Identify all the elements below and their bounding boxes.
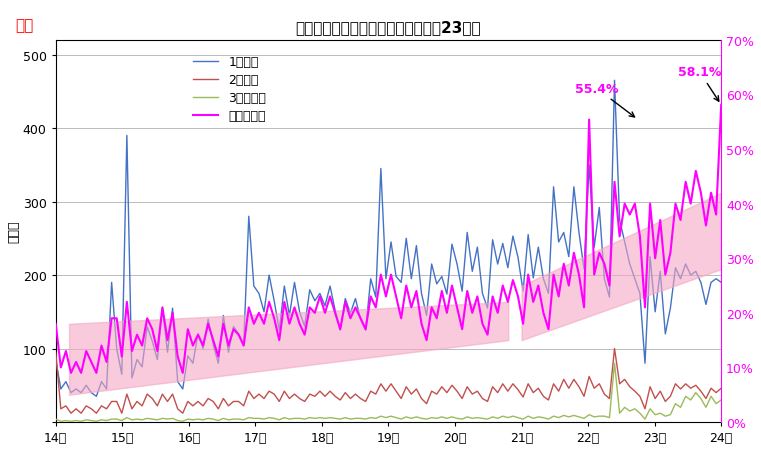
2億円台 — [260, 396, 269, 401]
1億円台 — [51, 357, 60, 363]
1億円台 — [590, 245, 599, 250]
億ション率 — [260, 321, 269, 327]
2億円台 — [610, 346, 619, 351]
億ション率 — [280, 299, 289, 305]
億ション率 — [717, 103, 726, 108]
1億円台 — [92, 394, 101, 399]
Text: 58.1%: 58.1% — [678, 66, 721, 102]
Line: 億ション率: 億ション率 — [56, 106, 721, 373]
1億円台 — [594, 205, 603, 211]
億ション率 — [66, 370, 75, 376]
2億円台 — [717, 386, 726, 391]
1億円台 — [138, 364, 147, 370]
億ション率 — [51, 321, 60, 327]
1億円台 — [112, 346, 121, 351]
Text: 55.4%: 55.4% — [575, 83, 635, 118]
1億円台 — [717, 280, 726, 285]
Line: 1億円台: 1億円台 — [56, 81, 721, 396]
2億円台 — [280, 389, 289, 394]
2億円台 — [112, 399, 121, 404]
3億円以上 — [51, 416, 60, 422]
億ション率 — [138, 343, 147, 349]
Legend: 1億円台, 2億円台, 3億円以上, 億ション率: 1億円台, 2億円台, 3億円以上, 億ション率 — [189, 51, 272, 128]
2億円台 — [594, 381, 603, 387]
億ション率 — [594, 250, 603, 256]
2億円台 — [138, 403, 147, 409]
Text: マ！: マ！ — [15, 18, 33, 33]
2億円台 — [51, 350, 60, 355]
3億円以上 — [610, 361, 619, 366]
Line: 2億円台: 2億円台 — [56, 349, 721, 413]
1億円台 — [610, 78, 619, 84]
3億円以上 — [590, 414, 599, 420]
1億円台 — [260, 309, 269, 315]
億ション率 — [590, 272, 599, 278]
3億円以上 — [260, 416, 269, 422]
3億円以上 — [138, 417, 147, 423]
Line: 3億円以上: 3億円以上 — [56, 364, 721, 421]
Y-axis label: （戸）: （戸） — [7, 220, 20, 243]
3億円以上 — [112, 416, 121, 422]
3億円以上 — [717, 397, 726, 403]
Title: 新築億ション発売戸数・率の推移（23区）: 新築億ション発売戸数・率の推移（23区） — [296, 20, 481, 36]
3億円以上 — [280, 415, 289, 420]
2億円台 — [590, 386, 599, 391]
3億円以上 — [594, 414, 603, 419]
3億円以上 — [56, 419, 65, 424]
2億円台 — [66, 410, 75, 416]
億ション率 — [112, 316, 121, 321]
1億円台 — [280, 284, 289, 289]
